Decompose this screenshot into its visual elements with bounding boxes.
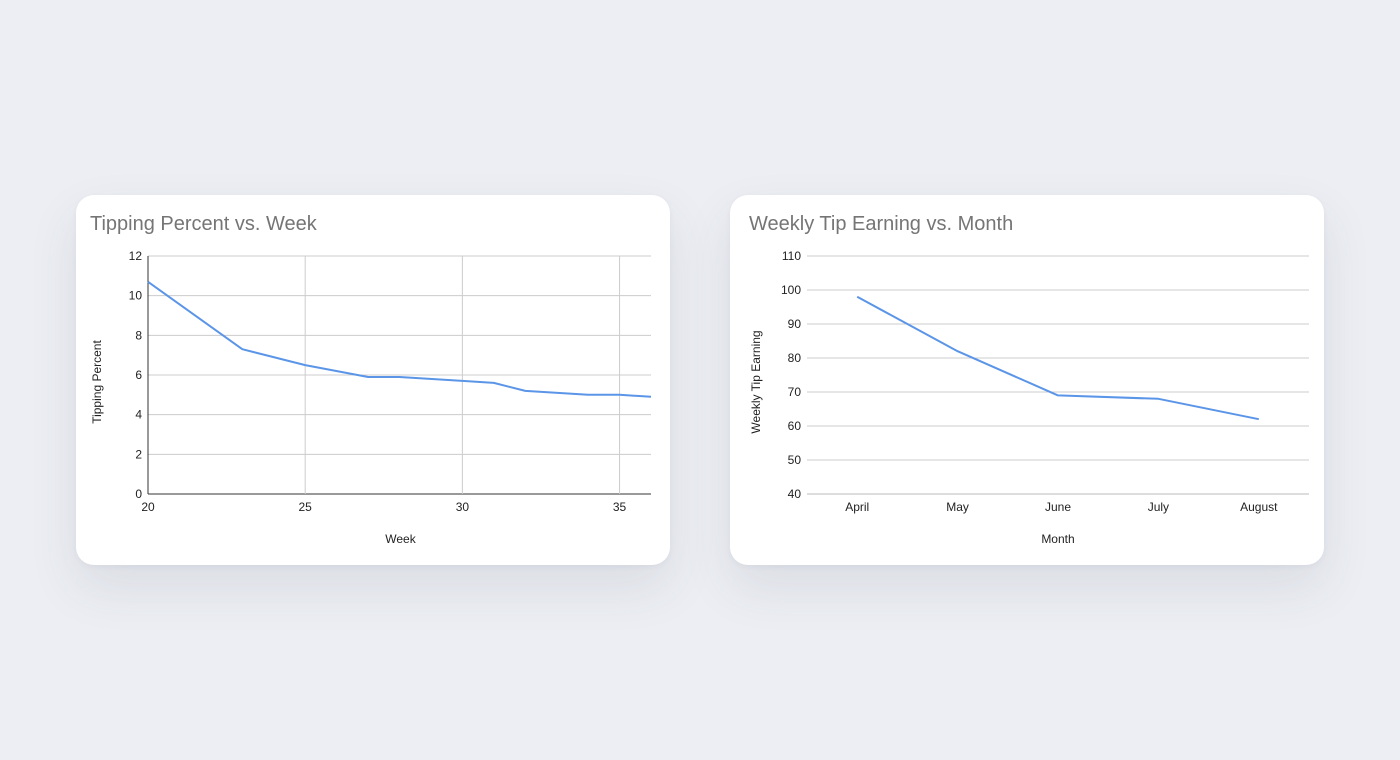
x-tick-label: April [845,500,869,514]
y-tick-label: 50 [788,453,802,467]
line-chart-weekly-tip-earning: 40 50 60 70 80 90 100 110 April May June July August… [749,249,1309,546]
x-tick-label: 20 [141,500,155,514]
x-axis-title: Week [385,532,416,546]
y-tick-label: 60 [788,419,802,433]
chart-card-weekly-tip-earning: Weekly Tip Earning vs. Month 40 50 60 70 80 9… [730,195,1324,565]
y-axis-title: Weekly Tip Earning [749,330,763,433]
y-tick-label: 70 [788,385,802,399]
y-tick-label: 0 [135,487,142,501]
chart-title: Weekly Tip Earning vs. Month [749,213,1014,235]
x-tick-label: August [1240,500,1278,514]
x-tick-label: May [946,500,969,514]
series-line [147,280,652,398]
x-tick-label: July [1148,500,1169,514]
line-chart-tipping-percent: 0 2 4 6 8 10 12 20 25 30 35 Week Tipping Percent [90,249,652,546]
x-tick-label: 30 [456,500,470,514]
chart-card-tipping-percent: Tipping Percent vs. Week 0 2 4 6 8 10 12 20 25 30… [76,195,670,565]
y-tick-label: 2 [135,447,142,461]
x-tick-label: 25 [299,500,313,514]
y-tick-label: 12 [129,249,143,263]
y-tick-label: 110 [782,249,801,263]
series-line [856,295,1259,421]
y-tick-label: 10 [129,289,143,303]
y-tick-label: 100 [781,283,801,297]
y-tick-label: 90 [788,317,802,331]
x-tick-label: June [1045,500,1071,514]
y-tick-label: 8 [135,328,142,342]
y-tick-label: 80 [788,351,802,365]
y-tick-label: 6 [135,368,142,382]
y-axis-title: Tipping Percent [90,340,104,424]
x-tick-label: 35 [613,500,627,514]
y-tick-label: 4 [135,408,142,422]
chart-title: Tipping Percent vs. Week [90,213,317,235]
x-axis-title: Month [1041,532,1074,546]
y-tick-label: 40 [788,487,802,501]
